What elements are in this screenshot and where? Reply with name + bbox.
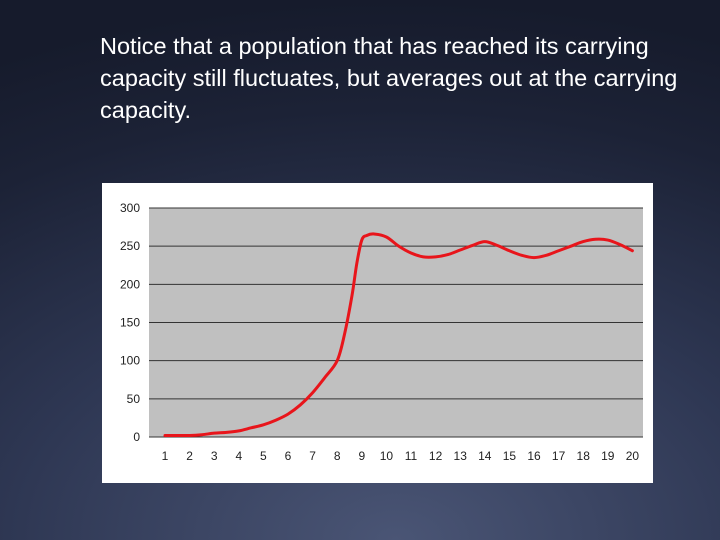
x-tick-label: 20 (626, 449, 640, 463)
x-tick-label: 14 (478, 449, 492, 463)
x-tick-label: 8 (334, 449, 341, 463)
x-tick-label: 12 (429, 449, 443, 463)
y-tick-label: 250 (120, 239, 140, 253)
x-tick-label: 5 (260, 449, 267, 463)
x-tick-label: 13 (454, 449, 468, 463)
x-tick-label: 4 (235, 449, 242, 463)
y-tick-label: 0 (133, 430, 140, 444)
slide-caption: Notice that a population that has reache… (100, 33, 678, 123)
y-tick-label: 100 (120, 354, 140, 368)
gridlines (149, 207, 643, 438)
x-axis-ticks: 1 2 3 4 5 6 7 8 9 10 11 12 13 14 15 16 17 18 19 20 (162, 449, 640, 463)
x-tick-label: 19 (601, 449, 615, 463)
x-tick-label: 17 (552, 449, 566, 463)
x-tick-label: 7 (309, 449, 316, 463)
x-tick-label: 15 (503, 449, 517, 463)
y-axis-ticks: 0 50 100 150 200 250 300 (120, 201, 140, 444)
x-tick-label: 3 (211, 449, 218, 463)
population-series-line (163, 232, 634, 438)
y-tick-label: 150 (120, 316, 140, 330)
y-tick-label: 300 (120, 201, 140, 215)
x-tick-label: 18 (577, 449, 591, 463)
y-tick-label: 50 (127, 392, 141, 406)
x-tick-label: 10 (380, 449, 394, 463)
x-tick-label: 16 (527, 449, 541, 463)
x-tick-label: 1 (162, 449, 169, 463)
x-tick-label: 11 (405, 449, 418, 463)
x-tick-label: 6 (285, 449, 292, 463)
line-chart: 0 50 100 150 200 250 300 1 2 3 4 5 6 7 8 9 10 11 12 13 14 15… (102, 183, 653, 483)
y-tick-label: 200 (120, 277, 140, 291)
x-tick-label: 2 (186, 449, 193, 463)
x-tick-label: 9 (358, 449, 365, 463)
